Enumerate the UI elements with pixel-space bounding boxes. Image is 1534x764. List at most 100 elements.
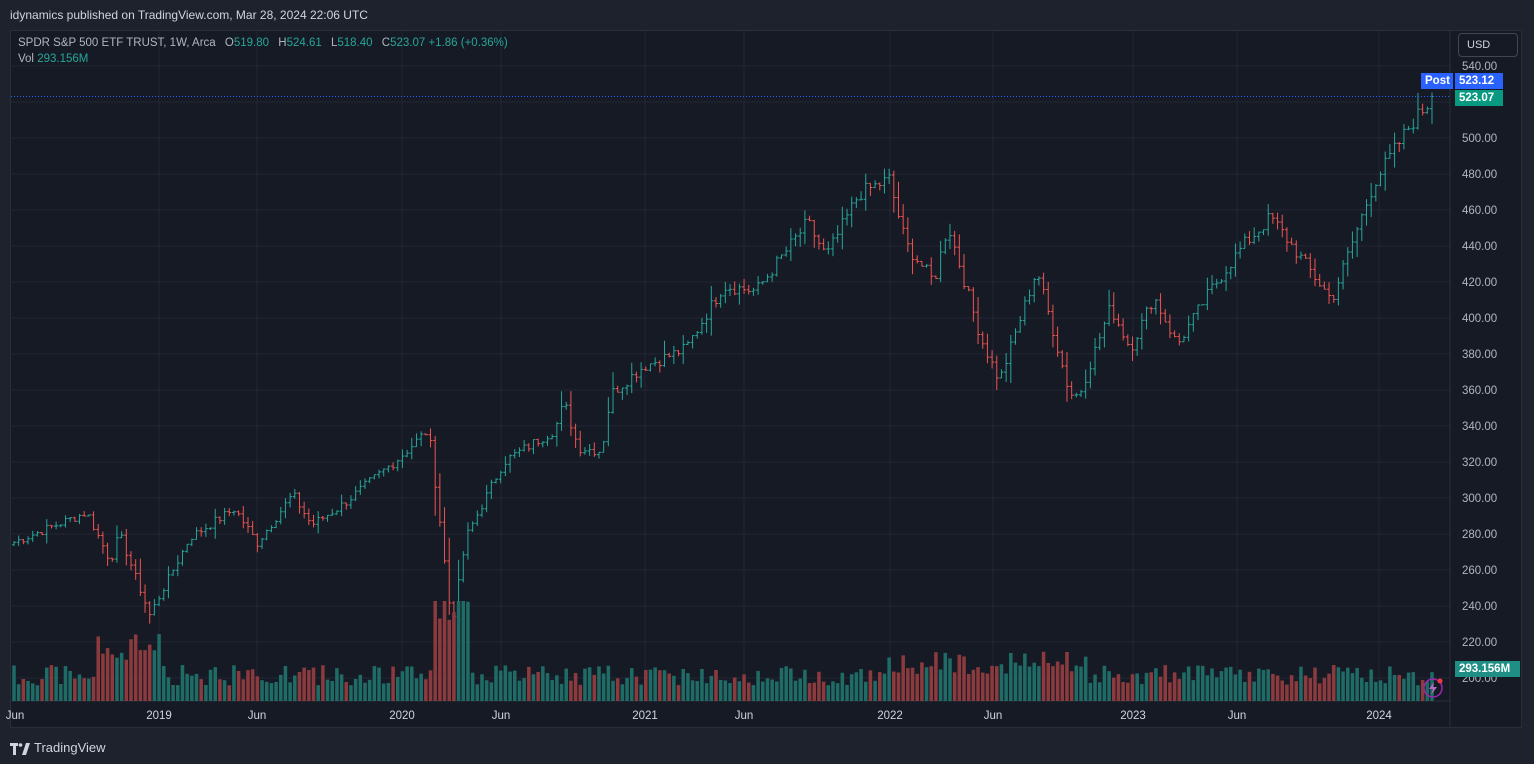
ohlc-bar[interactable] [1064, 352, 1069, 402]
ohlc-bar[interactable] [971, 287, 976, 322]
ohlc-bar[interactable] [582, 447, 587, 455]
ohlc-bar[interactable] [428, 428, 433, 448]
ohlc-bar[interactable] [751, 287, 756, 296]
ohlc-bar[interactable] [531, 439, 536, 455]
ohlc-bar[interactable] [1224, 266, 1229, 291]
ohlc-bar[interactable] [1130, 336, 1135, 361]
ohlc-bar[interactable] [596, 451, 601, 459]
ohlc-bar[interactable] [896, 181, 901, 219]
ohlc-bar[interactable] [1350, 231, 1355, 259]
ohlc-bar[interactable] [929, 257, 934, 286]
ohlc-bar[interactable] [1242, 233, 1247, 249]
ohlc-bar[interactable] [1364, 199, 1369, 226]
ohlc-bar[interactable] [1210, 275, 1215, 295]
ohlc-bar[interactable] [1191, 313, 1196, 332]
ohlc-bar[interactable] [484, 484, 489, 513]
ohlc-bar[interactable] [550, 434, 555, 440]
ohlc-bar[interactable] [231, 510, 236, 516]
ohlc-bar[interactable] [840, 206, 845, 250]
ohlc-bar[interactable] [573, 423, 578, 448]
ohlc-bar[interactable] [976, 297, 981, 345]
ohlc-bar[interactable] [194, 527, 199, 540]
ohlc-bar[interactable] [72, 516, 77, 522]
ohlc-bar[interactable] [938, 240, 943, 283]
ohlc-bar[interactable] [713, 297, 718, 308]
ohlc-bar[interactable] [1083, 369, 1088, 399]
ohlc-bar[interactable] [82, 511, 87, 517]
ohlc-bar[interactable] [302, 501, 307, 519]
ohlc-bar[interactable] [1214, 278, 1219, 289]
ohlc-bar[interactable] [592, 442, 597, 457]
ohlc-bar[interactable] [1284, 227, 1289, 252]
ohlc-bar[interactable] [199, 527, 204, 537]
ohlc-bar[interactable] [1261, 229, 1266, 236]
ohlc-bar[interactable] [1289, 237, 1294, 245]
ohlc-bar[interactable] [601, 440, 606, 453]
ohlc-bar[interactable] [742, 279, 747, 295]
ohlc-bar[interactable] [676, 350, 681, 357]
ohlc-bar[interactable] [1331, 294, 1336, 303]
ohlc-bar[interactable] [1369, 182, 1374, 218]
ohlc-bar[interactable] [1256, 231, 1261, 242]
ohlc-bar[interactable] [1041, 272, 1046, 295]
ohlc-bar[interactable] [250, 520, 255, 536]
ohlc-bar[interactable] [667, 352, 672, 358]
ohlc-bar[interactable] [367, 477, 372, 484]
ohlc-bar[interactable] [1036, 276, 1041, 286]
ohlc-bar[interactable] [821, 238, 826, 251]
ohlc-bar[interactable] [718, 293, 723, 308]
ohlc-bar[interactable] [334, 510, 339, 515]
ohlc-bar[interactable] [508, 454, 513, 473]
ohlc-bar[interactable] [681, 335, 686, 365]
ohlc-bar[interactable] [423, 433, 428, 436]
ohlc-bar[interactable] [386, 465, 391, 473]
replay-lightning-icon[interactable] [1423, 678, 1443, 698]
ohlc-bar[interactable] [1153, 298, 1158, 315]
ohlc-bar[interactable] [756, 276, 761, 295]
ohlc-bar[interactable] [1341, 260, 1346, 290]
ohlc-bar[interactable] [377, 469, 382, 479]
ohlc-bar[interactable] [54, 521, 59, 530]
ohlc-bar[interactable] [1411, 118, 1416, 134]
ohlc-bar[interactable] [966, 285, 971, 292]
ohlc-bar[interactable] [77, 513, 82, 525]
ohlc-bar[interactable] [58, 524, 63, 528]
ohlc-bar[interactable] [227, 508, 232, 517]
ohlc-bar[interactable] [1158, 293, 1163, 325]
ohlc-bar[interactable] [100, 531, 105, 554]
ohlc-bar[interactable] [283, 498, 288, 519]
ohlc-bar[interactable] [49, 524, 54, 529]
ohlc-bar[interactable] [86, 514, 91, 517]
ohlc-bar[interactable] [217, 516, 222, 525]
ohlc-bar[interactable] [962, 253, 967, 290]
ohlc-bar[interactable] [634, 371, 639, 383]
ohlc-bar[interactable] [1406, 126, 1411, 131]
ohlc-bar[interactable] [765, 273, 770, 283]
ohlc-bar[interactable] [325, 514, 330, 522]
ohlc-bar[interactable] [1336, 277, 1341, 306]
ohlc-bar[interactable] [615, 385, 620, 393]
ohlc-bar[interactable] [180, 549, 185, 566]
ohlc-bar[interactable] [381, 468, 386, 477]
ohlc-bar[interactable] [835, 225, 840, 243]
volume-label[interactable]: Vol [18, 53, 34, 65]
ohlc-bar[interactable] [1135, 336, 1140, 356]
ohlc-bar[interactable] [185, 543, 190, 553]
ohlc-bar[interactable] [915, 255, 920, 264]
ohlc-bar[interactable] [770, 272, 775, 282]
ohlc-bar[interactable] [657, 360, 662, 373]
ohlc-bar[interactable] [96, 523, 101, 539]
ohlc-bar[interactable] [994, 355, 999, 391]
ohlc-bar[interactable] [35, 530, 40, 537]
ohlc-bar[interactable] [405, 449, 410, 458]
ohlc-bar[interactable] [1121, 318, 1126, 341]
ohlc-bar[interactable] [1275, 212, 1280, 230]
ohlc-bar[interactable] [1397, 142, 1402, 152]
ohlc-bar[interactable] [517, 447, 522, 458]
ohlc-bar[interactable] [409, 437, 414, 460]
ohlc-bar[interactable] [788, 228, 793, 261]
ohlc-bar[interactable] [522, 440, 527, 452]
ohlc-bar[interactable] [330, 508, 335, 516]
ohlc-bar[interactable] [952, 230, 957, 256]
ohlc-bar[interactable] [245, 517, 250, 533]
